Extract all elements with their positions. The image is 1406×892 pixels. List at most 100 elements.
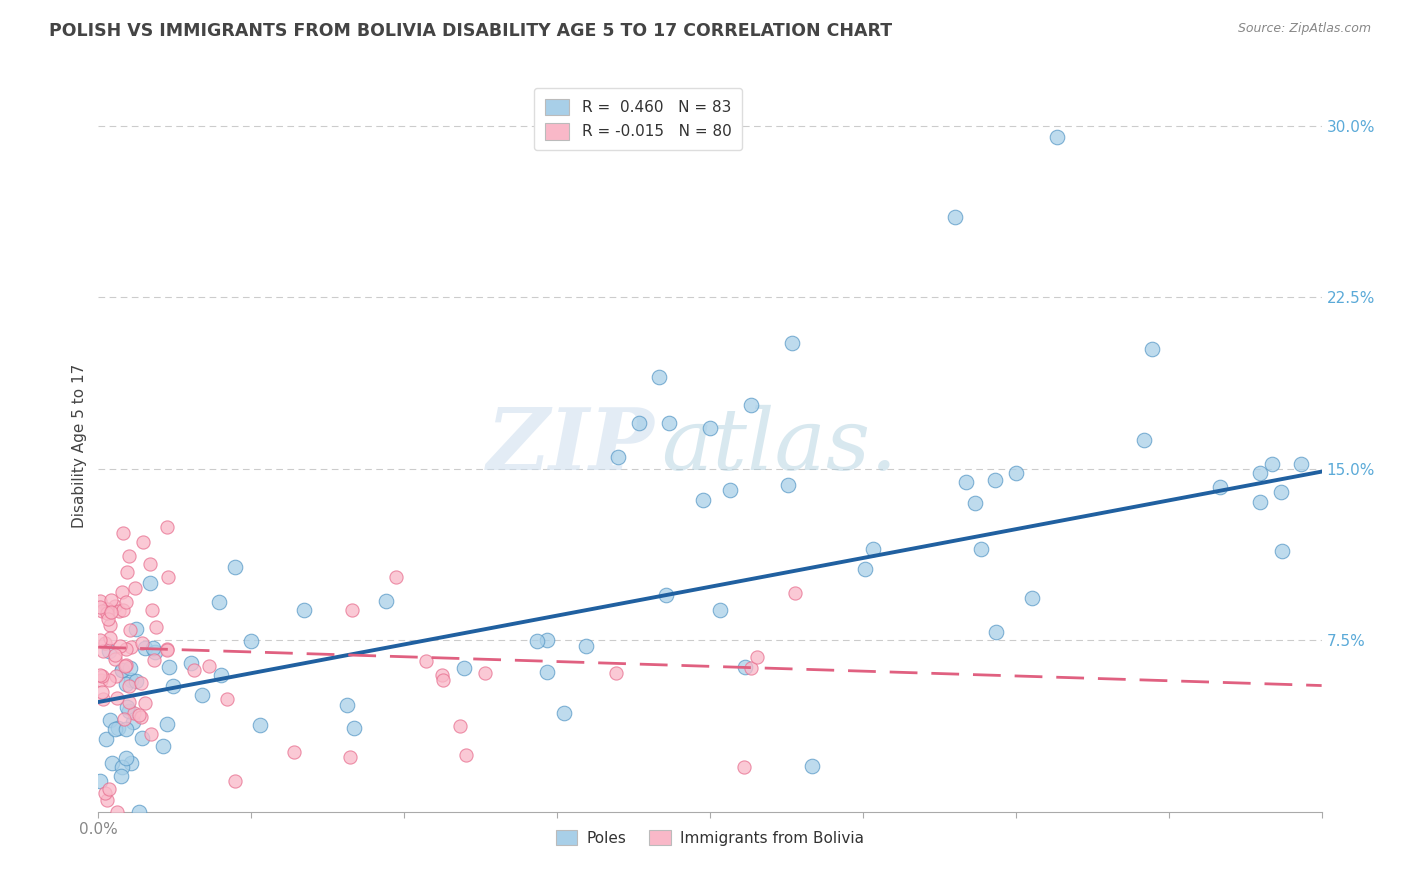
Point <box>1249 494 1271 508</box>
Point <box>89 632 111 647</box>
Point <box>1270 484 1292 499</box>
Point <box>122 706 145 721</box>
Point <box>143 645 166 659</box>
Point <box>658 416 681 430</box>
Point <box>209 668 232 682</box>
Point <box>342 602 364 616</box>
Point <box>96 793 118 807</box>
Point <box>89 600 111 615</box>
Point <box>89 667 111 681</box>
Point <box>454 747 477 762</box>
Point <box>90 669 112 683</box>
Point <box>1260 457 1282 471</box>
Point <box>107 721 129 735</box>
Point <box>415 654 437 668</box>
Point <box>198 658 221 673</box>
Point <box>114 750 136 764</box>
Point <box>104 648 127 663</box>
Point <box>111 760 134 774</box>
Point <box>183 663 205 677</box>
Point <box>118 549 141 563</box>
Point <box>734 659 756 673</box>
Point <box>224 774 246 789</box>
Point <box>104 599 127 613</box>
Text: atlas.: atlas. <box>661 405 897 487</box>
Point <box>955 475 977 489</box>
Point <box>98 632 121 646</box>
Point <box>125 622 148 636</box>
Point <box>115 641 138 656</box>
Point <box>105 805 128 819</box>
Point <box>111 663 134 677</box>
Point <box>1271 543 1294 558</box>
Point <box>114 677 136 691</box>
Point <box>128 805 150 819</box>
Point <box>156 641 179 656</box>
Point <box>965 496 987 510</box>
Text: ZIP: ZIP <box>486 404 655 488</box>
Text: POLISH VS IMMIGRANTS FROM BOLIVIA DISABILITY AGE 5 TO 17 CORRELATION CHART: POLISH VS IMMIGRANTS FROM BOLIVIA DISABI… <box>49 22 893 40</box>
Point <box>283 745 305 759</box>
Point <box>97 781 120 796</box>
Point <box>105 691 128 706</box>
Point <box>96 602 118 616</box>
Point <box>474 665 496 680</box>
Point <box>97 643 120 657</box>
Point <box>970 542 993 557</box>
Point <box>118 695 141 709</box>
Point <box>780 336 803 351</box>
Point <box>627 416 650 430</box>
Point <box>156 570 179 584</box>
Point <box>862 541 884 556</box>
Point <box>132 535 155 549</box>
Point <box>336 698 359 712</box>
Point <box>778 477 800 491</box>
Point <box>152 739 174 753</box>
Point <box>740 661 762 675</box>
Point <box>118 661 141 675</box>
Y-axis label: Disability Age 5 to 17: Disability Age 5 to 17 <box>72 364 87 528</box>
Point <box>607 450 630 465</box>
Point <box>142 641 165 656</box>
Point <box>120 756 142 771</box>
Point <box>104 652 127 666</box>
Point <box>115 722 138 736</box>
Point <box>94 635 117 649</box>
Point <box>100 592 122 607</box>
Point <box>110 639 132 653</box>
Point <box>536 633 558 648</box>
Point <box>801 759 824 773</box>
Point <box>191 688 214 702</box>
Point <box>114 659 136 673</box>
Point <box>134 697 156 711</box>
Point <box>343 721 366 735</box>
Point <box>156 717 179 731</box>
Point <box>339 750 361 764</box>
Point <box>134 640 156 655</box>
Point <box>526 634 548 648</box>
Point <box>733 760 755 774</box>
Point <box>110 769 132 783</box>
Point <box>131 731 153 746</box>
Point <box>129 675 152 690</box>
Point <box>145 620 167 634</box>
Point <box>1291 458 1313 472</box>
Point <box>115 700 138 714</box>
Point <box>111 585 134 599</box>
Point <box>385 570 408 584</box>
Point <box>450 719 472 733</box>
Point <box>718 483 741 497</box>
Point <box>128 707 150 722</box>
Point <box>1045 130 1069 145</box>
Point <box>108 604 131 618</box>
Point <box>740 398 762 412</box>
Point <box>111 663 134 677</box>
Point <box>97 673 120 687</box>
Point <box>112 712 135 726</box>
Point <box>94 731 117 746</box>
Point <box>89 773 111 788</box>
Point <box>692 492 714 507</box>
Point <box>430 668 453 682</box>
Point <box>97 612 120 626</box>
Point <box>115 657 138 672</box>
